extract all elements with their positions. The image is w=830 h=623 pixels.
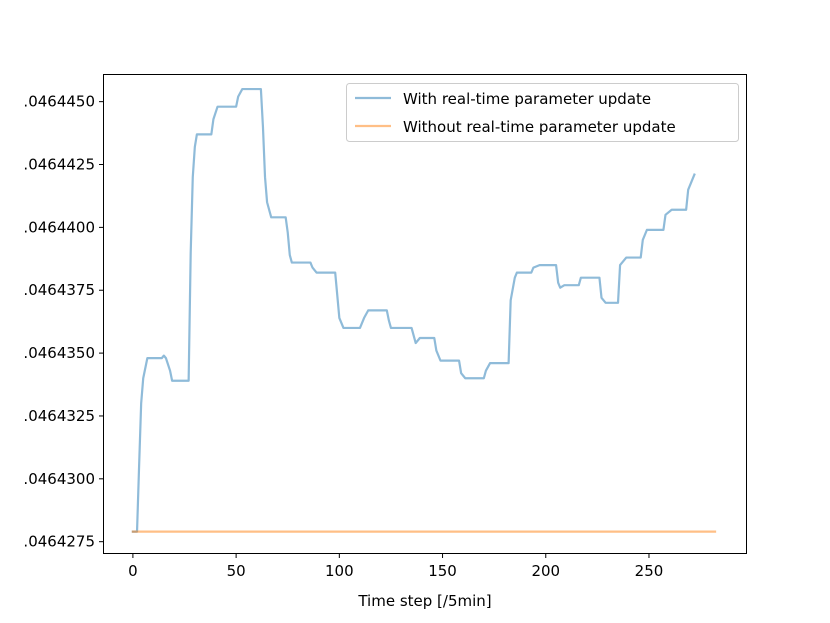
y-tick-label: .0464325 [23,407,95,425]
x-tick-label: 150 [428,562,457,580]
series-line-0 [131,87,696,533]
y-tick-label: .0464425 [23,156,95,174]
legend: With real-time parameter update Without … [346,83,739,142]
x-axis-label: Time step [/5min] [357,592,491,610]
x-tick-label: 100 [325,562,354,580]
series-layer [131,87,717,533]
y-tick-label: .0464350 [23,344,95,362]
y-tick-label: .0464275 [23,533,95,551]
plot-frame [103,74,747,554]
y-tick-label: .0464375 [23,281,95,299]
legend-label-without-update: Without real-time parameter update [403,118,676,136]
y-tick-label: .0464450 [23,93,95,111]
x-axis: 0 50 100 150 200 250 [128,553,663,580]
y-axis: .0464275 .0464300 .0464325 .0464350 .0464375… [23,93,104,551]
x-tick-label: 50 [227,562,246,580]
y-tick-label: .0464300 [23,470,95,488]
x-tick-label: 0 [128,562,138,580]
legend-label-with-update: With real-time parameter update [403,90,651,108]
x-tick-label: 200 [531,562,560,580]
x-tick-label: 250 [635,562,664,580]
y-tick-label: .0464400 [23,218,95,236]
legend-box [346,83,739,142]
